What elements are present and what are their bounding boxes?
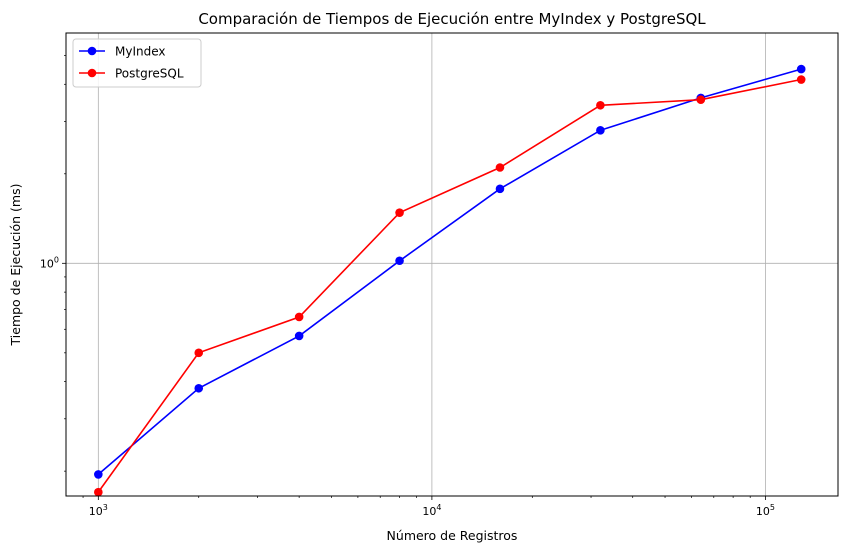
data-point-1-6	[696, 95, 706, 104]
chart-title: Comparación de Tiempos de Ejecución entr…	[198, 10, 706, 28]
data-point-1-1	[194, 348, 204, 358]
x-axis-label: Número de Registros	[387, 528, 518, 543]
grid-lines	[66, 33, 838, 496]
axis-ticks: 103 104 105 100	[40, 55, 775, 518]
legend-marker-0	[87, 46, 97, 56]
data-point-0-2	[294, 331, 304, 341]
x-tick-label: 104	[422, 503, 441, 518]
data-point-0-3	[395, 256, 404, 266]
legend-label-1: PostgreSQL	[115, 67, 184, 81]
x-tick-label: 105	[756, 503, 775, 518]
data-point-1-0	[94, 487, 103, 497]
y-axis-label: Tiempo de Ejecución (ms)	[8, 184, 23, 347]
data-point-1-3	[395, 208, 404, 217]
data-point-0-4	[495, 184, 505, 194]
data-point-0-1	[194, 383, 204, 393]
data-point-0-7	[796, 64, 806, 74]
series-line-1	[97, 78, 802, 493]
data-point-0-0	[94, 470, 103, 479]
data-point-0-5	[596, 126, 605, 135]
data-point-1-5	[596, 100, 605, 110]
x-tick-label: 103	[89, 503, 108, 518]
legend-marker-1	[87, 68, 97, 78]
data-point-1-2	[294, 312, 304, 322]
data-point-1-7	[796, 75, 806, 84]
legend-label-0: MyIndex	[115, 45, 166, 59]
plot-frame	[65, 32, 839, 497]
series-line-0	[97, 68, 802, 476]
series-group	[94, 64, 806, 497]
data-point-1-4	[495, 163, 505, 172]
legend: MyIndex PostgreSQL	[72, 38, 202, 88]
y-tick-label: 100	[40, 255, 59, 270]
